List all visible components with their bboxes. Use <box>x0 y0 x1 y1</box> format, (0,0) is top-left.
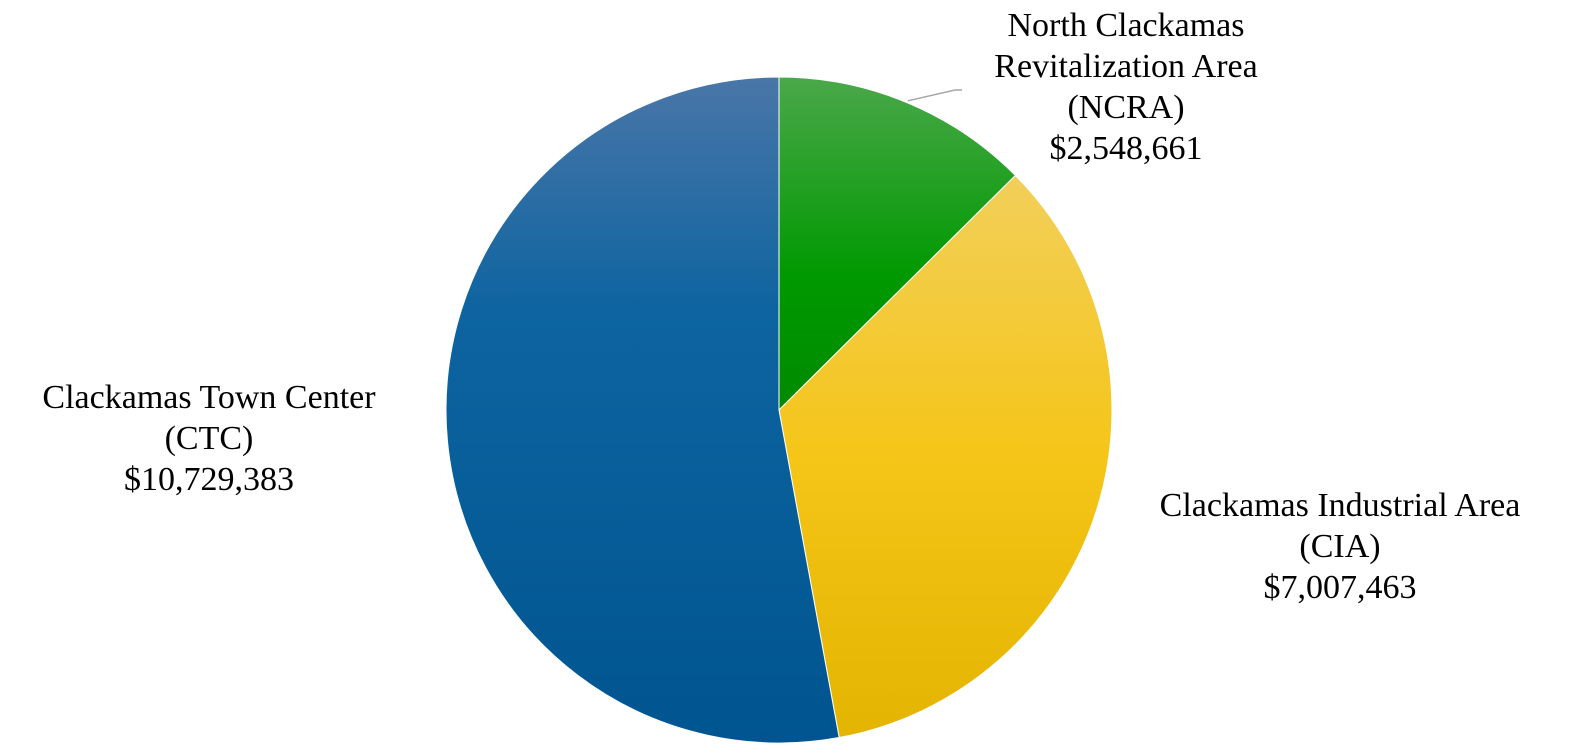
data-labels: North Clackamas Revitalization Area (NCRA)… <box>42 7 1520 606</box>
label-ctc: Clackamas Town Center (CTC) $10,729,383 <box>42 379 376 498</box>
data-label-value: $10,729,383 <box>124 461 294 498</box>
slice-ncra <box>778 76 1017 412</box>
slice-ctc <box>445 76 840 744</box>
data-label-value: $7,007,463 <box>1264 569 1417 606</box>
label-ncra: North Clackamas Revitalization Area (NCRA)… <box>994 7 1257 167</box>
data-label-category: Clackamas Town Center <box>42 379 376 416</box>
data-label-value: $2,548,661 <box>1050 130 1203 167</box>
data-label-category: Revitalization Area <box>994 48 1257 85</box>
slice-cia <box>778 174 1113 739</box>
data-label-category: North Clackamas <box>1008 7 1245 44</box>
data-label-category: Clackamas Industrial Area <box>1160 487 1521 524</box>
pie-slices <box>445 76 1113 744</box>
data-label-category: (NCRA) <box>1067 89 1184 126</box>
data-label-category: (CIA) <box>1299 528 1380 565</box>
leader-lines <box>907 89 962 102</box>
label-cia: Clackamas Industrial Area (CIA) $7,007,463 <box>1160 487 1521 606</box>
leader-line-ncra <box>907 89 962 102</box>
data-label-category: (CTC) <box>165 420 254 457</box>
